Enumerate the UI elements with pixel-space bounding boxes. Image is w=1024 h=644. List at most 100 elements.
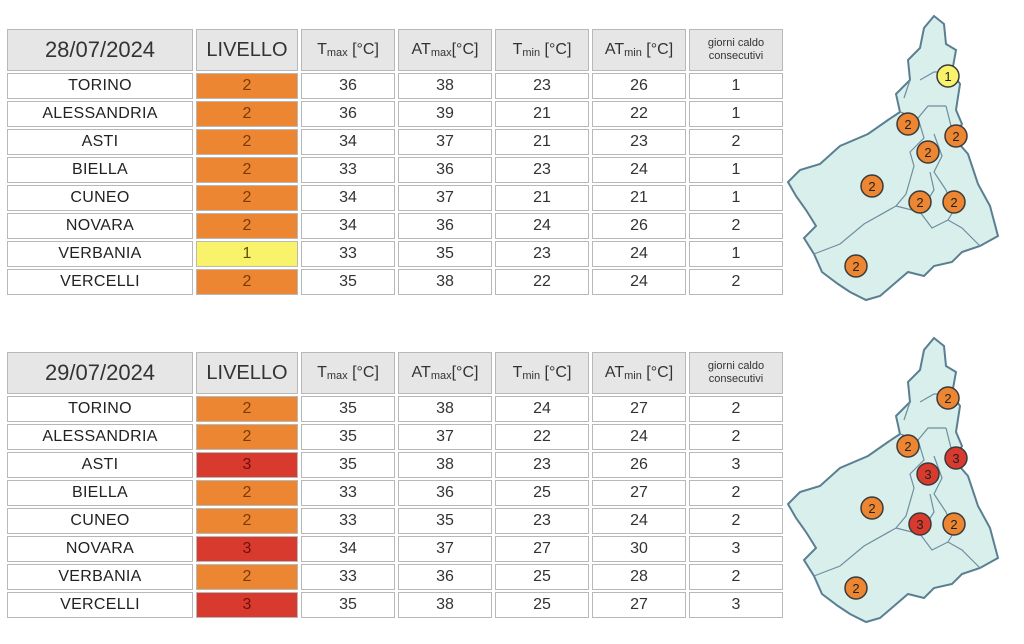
atmin-label: AT — [604, 364, 625, 381]
marker-biella: 2 — [896, 434, 920, 458]
date-header: 29/07/2024 — [7, 352, 193, 394]
giorni-line2: consecutivi — [708, 373, 764, 385]
marker-level: 2 — [916, 195, 923, 210]
city-name: CUNEO — [7, 508, 193, 534]
tmin-cell: 22 — [495, 269, 589, 295]
tmax-sub: max — [326, 370, 348, 382]
atmax-cell: 37 — [398, 424, 492, 450]
marker-level: 2 — [952, 129, 959, 144]
marker-circle — [936, 386, 960, 410]
tmin-cell: 27 — [495, 536, 589, 562]
marker-alessandria: 2 — [942, 190, 966, 214]
marker-verbania: 1 — [936, 64, 960, 88]
giorni-line1: giorni caldo — [707, 37, 765, 49]
giorni-cell: 3 — [689, 452, 783, 478]
city-name: ASTI — [7, 452, 193, 478]
table-row: BIELLA 2 33 36 25 27 2 — [7, 480, 783, 506]
province-border — [895, 165, 915, 207]
table-row: TORINO 2 35 38 24 27 2 — [7, 396, 783, 422]
level-cell: 2 — [196, 185, 298, 211]
tmin-cell: 22 — [495, 424, 589, 450]
atmax-cell: 37 — [398, 129, 492, 155]
marker-circle — [908, 512, 932, 536]
atmax-cell: 35 — [398, 241, 492, 267]
marker-circle — [944, 446, 968, 470]
province-border — [813, 205, 897, 255]
marker-circle — [916, 462, 940, 486]
tmin-header: Tmin [°C] — [495, 29, 589, 71]
heat-table: 29/07/2024 LIVELLO Tmax [°C] ATmax[°C] Tmin … — [4, 350, 786, 620]
table-row: ASTI 2 34 37 21 23 2 — [7, 129, 783, 155]
tmax-cell: 33 — [301, 564, 395, 590]
giorni-header: giorni caldo consecutivi — [689, 29, 783, 71]
tmax-cell: 34 — [301, 185, 395, 211]
marker-level: 2 — [852, 581, 859, 596]
atmin-sub: min — [624, 47, 642, 59]
heat-table: 28/07/2024 LIVELLO Tmax [°C] ATmax[°C] Tmin … — [4, 27, 786, 297]
atmin-cell: 21 — [592, 185, 686, 211]
atmax-cell: 36 — [398, 213, 492, 239]
marker-level: 2 — [950, 195, 957, 210]
province-border — [933, 133, 947, 191]
day-block-1: 28/07/2024 LIVELLO Tmax [°C] ATmax[°C] Tmin … — [4, 27, 786, 297]
city-name: VERCELLI — [7, 269, 193, 295]
marker-circle — [942, 190, 966, 214]
giorni-cell: 1 — [689, 185, 783, 211]
province-border — [909, 117, 925, 167]
province-border — [909, 439, 925, 489]
atmax-cell: 39 — [398, 101, 492, 127]
marker-level: 3 — [916, 517, 923, 532]
marker-circle — [844, 576, 868, 600]
atmin-cell: 27 — [592, 396, 686, 422]
atmax-sub: max — [430, 370, 452, 382]
marker-circle — [936, 64, 960, 88]
city-name: BIELLA — [7, 157, 193, 183]
marker-verbania: 2 — [936, 386, 960, 410]
tmax-unit: [°C] — [347, 41, 379, 58]
atmin-cell: 26 — [592, 73, 686, 99]
tmin-cell: 24 — [495, 213, 589, 239]
marker-level: 2 — [904, 117, 911, 132]
city-name: TORINO — [7, 73, 193, 99]
level-cell: 2 — [196, 213, 298, 239]
atmin-cell: 30 — [592, 536, 686, 562]
region-outline — [786, 336, 1000, 624]
tmax-cell: 34 — [301, 536, 395, 562]
tmin-cell: 25 — [495, 564, 589, 590]
tmax-cell: 35 — [301, 269, 395, 295]
table-row: VERCELLI 2 35 38 22 24 2 — [7, 269, 783, 295]
atmax-cell: 38 — [398, 269, 492, 295]
giorni-cell: 2 — [689, 508, 783, 534]
table-row: VERBANIA 2 33 36 25 28 2 — [7, 564, 783, 590]
atmin-cell: 27 — [592, 592, 686, 618]
province-border — [933, 455, 947, 513]
marker-vercelli: 2 — [916, 140, 940, 164]
province-border — [903, 79, 911, 99]
marker-cuneo: 2 — [844, 254, 868, 278]
city-name: CUNEO — [7, 185, 193, 211]
tmin-cell: 25 — [495, 592, 589, 618]
tmin-cell: 21 — [495, 129, 589, 155]
level-cell: 2 — [196, 101, 298, 127]
city-name: VERBANIA — [7, 241, 193, 267]
level-cell: 2 — [196, 396, 298, 422]
marker-level: 2 — [852, 259, 859, 274]
marker-alessandria: 2 — [942, 512, 966, 536]
marker-torino: 2 — [860, 496, 884, 520]
tmin-label: T — [512, 364, 523, 381]
tmax-label: T — [317, 364, 327, 381]
atmin-cell: 22 — [592, 101, 686, 127]
tmax-cell: 35 — [301, 396, 395, 422]
table-row: TORINO 2 36 38 23 26 1 — [7, 73, 783, 99]
level-cell: 2 — [196, 480, 298, 506]
level-cell: 2 — [196, 564, 298, 590]
tmax-cell: 35 — [301, 424, 395, 450]
giorni-cell: 1 — [689, 241, 783, 267]
city-name: ALESSANDRIA — [7, 424, 193, 450]
marker-cuneo: 2 — [844, 576, 868, 600]
tmax-cell: 33 — [301, 241, 395, 267]
city-name: TORINO — [7, 396, 193, 422]
atmax-cell: 37 — [398, 185, 492, 211]
giorni-cell: 2 — [689, 129, 783, 155]
tmax-cell: 36 — [301, 73, 395, 99]
